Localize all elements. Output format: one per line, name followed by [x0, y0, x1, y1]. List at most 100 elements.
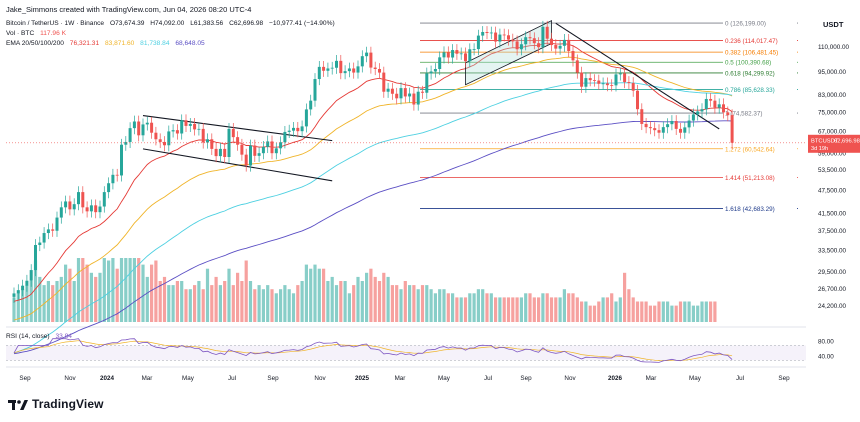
- candle-body: [455, 50, 459, 54]
- volume-bar: [618, 297, 622, 322]
- tradingview-logo-icon: [8, 398, 28, 410]
- x-tick-label: Sep: [19, 375, 31, 382]
- volume-bar: [330, 276, 334, 322]
- volume-bar: [502, 297, 506, 322]
- volume-bar: [25, 285, 29, 322]
- candle-body: [154, 132, 158, 140]
- candle-body: [476, 35, 480, 50]
- volume-bar: [481, 289, 485, 322]
- volume-bar: [575, 297, 579, 322]
- y-tick-label: 59,000.00: [818, 150, 847, 157]
- candle-body: [115, 174, 119, 176]
- volume-bar: [408, 285, 412, 322]
- candle-body: [244, 154, 248, 166]
- candle-body: [46, 229, 50, 234]
- volume-bar: [296, 285, 300, 322]
- x-tick-label: May: [689, 375, 702, 382]
- rsi-ma-line: [13, 340, 733, 362]
- candle-body: [145, 122, 149, 125]
- candle-body: [562, 39, 566, 46]
- ema-label[interactable]: EMA 20/50/100/200: [6, 40, 64, 47]
- volume-bar: [287, 289, 291, 322]
- volume-bar: [442, 289, 446, 322]
- candle-body: [700, 109, 704, 112]
- candle-body: [158, 139, 162, 142]
- volume-bar: [713, 301, 717, 322]
- x-tick-label: Nov: [64, 375, 76, 382]
- volume-bar: [429, 289, 433, 322]
- candle-body: [175, 130, 179, 134]
- candle-body: [451, 50, 455, 58]
- volume-bar: [218, 285, 222, 322]
- candle-body: [261, 146, 265, 154]
- x-tick-label: 2024: [100, 375, 115, 382]
- candle-body: [94, 205, 98, 213]
- candle-body: [210, 139, 214, 149]
- ema50-value: 83,871.60: [104, 40, 135, 47]
- fib-level-label: 0.382 (106,481.45): [725, 50, 778, 57]
- candle-body: [266, 141, 270, 147]
- volume-bar: [377, 281, 382, 322]
- candle-body: [386, 88, 390, 92]
- candle-body: [421, 91, 424, 93]
- candle-body: [614, 74, 618, 86]
- candle-body: [16, 290, 20, 294]
- volume-bar: [438, 289, 442, 322]
- volume-bar: [537, 297, 541, 322]
- descending-trendline: [555, 22, 720, 130]
- symbol-title[interactable]: Bitcoin / TetherUS · 1W · Binance: [6, 20, 105, 27]
- volume-bar: [171, 285, 175, 322]
- candle-body: [231, 128, 235, 138]
- y-tick-label: 41,500.00: [818, 211, 847, 218]
- volume-bar: [683, 301, 687, 322]
- volume-bar: [98, 272, 102, 322]
- candle-body: [545, 26, 549, 39]
- last-price-countdown: 3d 19h: [811, 146, 828, 152]
- candle-body: [369, 52, 373, 68]
- volume-bar: [248, 281, 253, 322]
- volume-bar: [597, 301, 601, 322]
- x-tick-label: Mar: [142, 375, 153, 382]
- candle-body: [347, 68, 351, 72]
- candle-body: [352, 68, 356, 73]
- candle-body: [150, 122, 154, 133]
- candle-body: [567, 39, 571, 51]
- candle-body: [726, 112, 730, 116]
- volume-bar: [16, 293, 20, 322]
- volume-bar: [223, 281, 227, 322]
- author-credit: Jake_Simmons created with TradingView.co…: [6, 5, 252, 14]
- volume-bar: [343, 281, 347, 322]
- fib-label-bg: [723, 18, 797, 27]
- rsi-label[interactable]: RSI (14, close): [6, 333, 50, 340]
- candle-body: [528, 37, 532, 39]
- volume-bar: [610, 293, 614, 322]
- candle-body: [507, 35, 510, 40]
- candle-body: [360, 56, 364, 67]
- volume-bar: [55, 281, 59, 322]
- candle-body: [120, 144, 123, 176]
- ema-line: [13, 82, 733, 354]
- volume-bar: [257, 285, 261, 322]
- ohlc-close: C62,696.98: [229, 20, 264, 27]
- volume-bar: [545, 293, 549, 322]
- volume-bar: [326, 281, 330, 322]
- volume-bar: [33, 260, 38, 322]
- candle-body: [38, 242, 42, 246]
- volume-bar: [274, 293, 278, 322]
- volume-bar: [205, 268, 210, 322]
- volume-bar: [558, 297, 562, 322]
- volume-bar: [317, 268, 321, 322]
- candle-body: [485, 31, 489, 33]
- volume-bar: [124, 258, 128, 322]
- volume-label[interactable]: Vol · BTC: [6, 30, 35, 37]
- volume-bar: [433, 293, 437, 322]
- y-tick-label: 110,000.00: [818, 44, 850, 51]
- candle-body: [240, 144, 244, 155]
- volume-bar: [412, 285, 416, 322]
- candle-body: [666, 124, 670, 128]
- rsi-axis-label: 80.00: [818, 339, 834, 346]
- volume-bar: [399, 289, 403, 322]
- volume-bar: [162, 276, 167, 322]
- candle-body: [511, 39, 515, 42]
